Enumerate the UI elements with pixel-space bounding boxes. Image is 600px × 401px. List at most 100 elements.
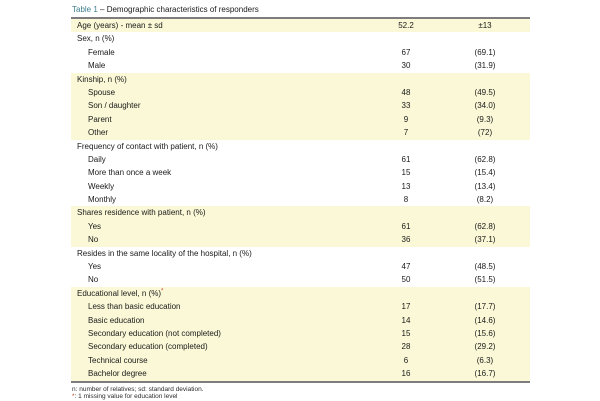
n-value: 47 (401, 262, 411, 272)
percent-value (440, 140, 530, 153)
percent-value (440, 206, 530, 219)
percent-value: ±13 (478, 21, 492, 30)
row-label: Secondary education (completed) (88, 342, 208, 352)
footnote-abbreviations: n: number of relatives; sd: standard dev… (72, 385, 204, 393)
n-value: 48 (401, 87, 411, 97)
table-section-header: Resides in the same locality of the hosp… (71, 247, 530, 260)
percent-value: (72) (477, 128, 493, 138)
n-value: 15 (401, 328, 411, 338)
row-label: Yes (88, 262, 102, 272)
paper-table: Table 1 – Demographic characteristics of… (71, 3, 530, 401)
table-row: Technical course 6 (6.3) (71, 353, 530, 368)
row-label: Resides in the same locality of the hosp… (77, 248, 252, 258)
row-label-text: Educational level, n (%) (77, 288, 162, 298)
n-value: 28 (401, 342, 411, 352)
row-label: Daily (88, 154, 106, 164)
row-label: No (88, 275, 99, 285)
percent-value: (62.8) (474, 154, 496, 164)
percent-value: (69.1) (474, 47, 496, 57)
table-caption: Table 1 – Demographic characteristics of… (71, 3, 530, 17)
table-row: Male 30 (31.9) (71, 59, 530, 72)
percent-value: (13.4) (474, 181, 496, 191)
table-row: Monthly 8 (8.2) (71, 193, 530, 206)
percent-value: (29.2) (474, 342, 496, 352)
row-label: Bachelor degree (88, 369, 147, 379)
n-value: 33 (401, 101, 411, 111)
row-label: Spouse (88, 87, 116, 97)
n-value: 52.2 (398, 21, 414, 30)
row-label: Other (88, 128, 109, 138)
table-footnotes: n: number of relatives; sd: standard dev… (71, 386, 530, 401)
n-value (372, 287, 440, 300)
row-label: Educational level, n (%)* (71, 287, 372, 300)
percent-value: (9.3) (476, 114, 494, 124)
n-value: 67 (401, 47, 411, 57)
n-value: 16 (401, 369, 411, 379)
table-section-header: Educational level, n (%)* (71, 286, 530, 301)
table-row: Yes 61 (62.8) (71, 219, 530, 234)
row-label: Son / daughter (88, 101, 141, 111)
percent-value (440, 247, 530, 260)
table-row: Other 7 (72) (71, 126, 530, 140)
footnote-asterisk-marker: * (72, 393, 75, 401)
footnote-missing-value: *: 1 missing value for education level (72, 393, 530, 401)
n-value: 14 (401, 315, 411, 325)
row-label: No (88, 235, 99, 245)
row-label: Female (88, 47, 115, 57)
n-value: 7 (403, 128, 409, 138)
row-label: Age (years) - mean ± sd (77, 21, 163, 30)
n-value: 50 (401, 275, 411, 285)
percent-value: (6.3) (476, 355, 494, 365)
table-row: Secondary education (completed) 28 (29.2… (71, 340, 530, 354)
percent-value (440, 73, 530, 86)
footnote-missing-value-text: : 1 missing value for education level (74, 393, 178, 401)
percent-value: (14.6) (474, 315, 496, 325)
table-caption-text: – Demographic characteristics of respond… (97, 5, 259, 14)
table-row: Parent 9 (9.3) (71, 112, 530, 127)
table-row: Son / daughter 33 (34.0) (71, 99, 530, 113)
table-section-header: Sex, n (%) (71, 32, 530, 45)
table-row: Less than basic education 17 (17.7) (71, 300, 530, 314)
table-number: Table 1 (72, 5, 98, 14)
table-row: Female 67 (69.1) (71, 46, 530, 59)
table-row: No 50 (51.5) (71, 273, 530, 286)
n-value: 61 (401, 221, 411, 231)
percent-value: (15.6) (474, 328, 496, 338)
n-value (372, 73, 440, 86)
percent-value: (51.5) (474, 275, 496, 285)
table-row: No 36 (37.1) (71, 233, 530, 247)
demographics-table: Age (years) - mean ± sd 52.2 ±13 Sex, n … (71, 17, 530, 383)
table-row: Weekly 13 (13.4) (71, 180, 530, 193)
row-label: Kinship, n (%) (77, 74, 127, 84)
n-value (372, 206, 440, 219)
row-label: Technical course (88, 355, 148, 365)
percent-value: (49.5) (474, 87, 496, 97)
percent-value: (17.7) (474, 302, 496, 312)
percent-value: (37.1) (474, 235, 496, 245)
row-label: Parent (88, 114, 112, 124)
row-label: Sex, n (%) (77, 34, 115, 44)
table-row: More than once a week 15 (15.4) (71, 166, 530, 179)
n-value: 9 (403, 114, 409, 124)
n-value: 15 (401, 168, 411, 178)
table-section-header: Shares residence with patient, n (%) (71, 206, 530, 220)
table-row: Daily 61 (62.8) (71, 153, 530, 166)
n-value: 30 (401, 61, 411, 71)
percent-value: (8.2) (476, 195, 494, 205)
footnote-marker-superscript: * (161, 288, 164, 295)
row-label: Yes (88, 221, 102, 231)
n-value (372, 247, 440, 260)
n-value: 61 (401, 154, 411, 164)
table-row: Bachelor degree 16 (16.7) (71, 367, 530, 381)
table-row: Spouse 48 (49.5) (71, 85, 530, 100)
row-label: Weekly (88, 181, 115, 191)
n-value: 6 (403, 355, 409, 365)
n-value: 13 (401, 181, 411, 191)
row-label: Male (88, 61, 106, 71)
n-value: 17 (401, 302, 411, 312)
n-value: 36 (401, 235, 411, 245)
n-value (372, 140, 440, 153)
table-row: Yes 47 (48.5) (71, 260, 530, 273)
percent-value: (31.9) (474, 61, 496, 71)
n-value (372, 32, 440, 45)
